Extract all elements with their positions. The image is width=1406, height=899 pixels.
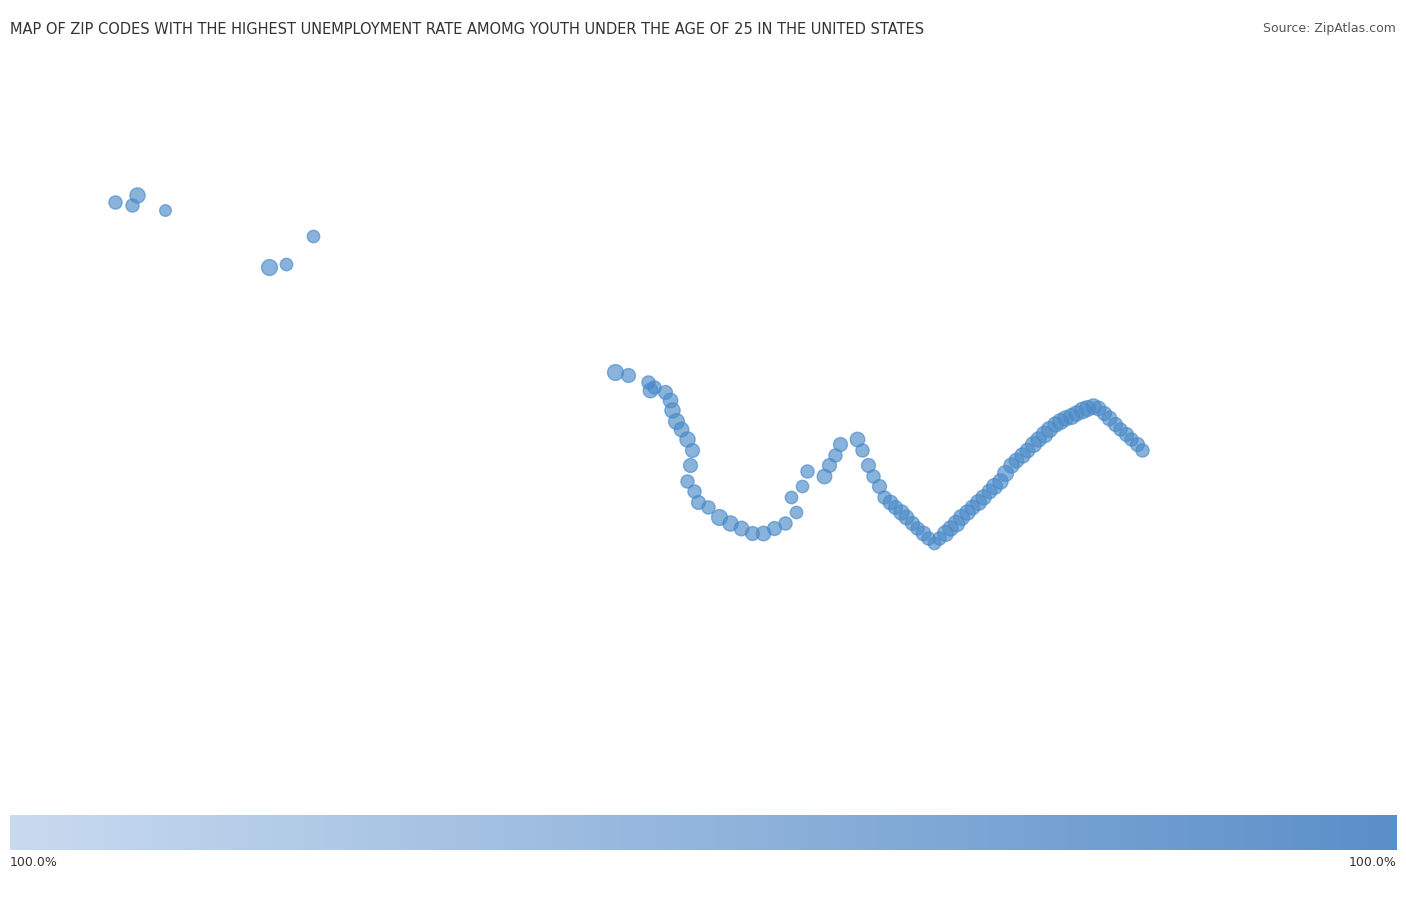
Point	[779, 489, 801, 503]
Point	[1000, 458, 1022, 473]
Point	[1049, 414, 1071, 428]
Point	[1115, 427, 1137, 441]
Point	[1081, 399, 1104, 414]
Point	[905, 521, 928, 535]
Point	[1130, 442, 1153, 457]
Point	[983, 479, 1005, 494]
Point	[127, 187, 149, 201]
Point	[856, 458, 879, 473]
Text: MAP OF ZIP CODES WITH THE HIGHEST UNEMPLOYMENT RATE AMOMG YOUTH UNDER THE AGE OF: MAP OF ZIP CODES WITH THE HIGHEST UNEMPL…	[10, 22, 924, 38]
Point	[1026, 432, 1049, 447]
Point	[1076, 401, 1098, 415]
Point	[785, 505, 807, 520]
Point	[890, 505, 912, 520]
Point	[928, 531, 950, 546]
Point	[851, 442, 873, 457]
Point	[796, 463, 818, 477]
Text: Source: ZipAtlas.com: Source: ZipAtlas.com	[1263, 22, 1396, 35]
Point	[1043, 416, 1066, 431]
Point	[257, 260, 280, 274]
Point	[664, 414, 686, 428]
Point	[730, 521, 752, 535]
Point	[654, 386, 676, 400]
Point	[679, 458, 702, 473]
Point	[669, 422, 692, 436]
Point	[994, 466, 1017, 480]
Point	[104, 195, 127, 209]
Point	[1071, 403, 1094, 417]
Point	[950, 511, 973, 525]
Point	[868, 479, 890, 494]
Point	[605, 364, 627, 378]
Point	[1066, 406, 1088, 421]
Point	[917, 531, 939, 546]
Point	[845, 432, 868, 447]
Text: 100.0%: 100.0%	[1348, 856, 1396, 868]
Point	[862, 468, 884, 483]
Point	[1038, 422, 1060, 436]
Point	[960, 500, 983, 514]
Point	[274, 257, 297, 271]
Point	[675, 432, 697, 447]
Point	[709, 511, 731, 525]
Point	[813, 468, 835, 483]
Point	[741, 526, 763, 540]
Point	[775, 515, 797, 530]
Point	[790, 479, 813, 494]
Point	[1015, 442, 1038, 457]
Point	[683, 485, 706, 499]
Point	[966, 494, 988, 509]
Point	[818, 458, 841, 473]
Point	[956, 505, 979, 520]
Point	[681, 442, 703, 457]
Point	[830, 437, 852, 451]
Point	[939, 521, 962, 535]
Point	[720, 515, 742, 530]
Point	[900, 515, 922, 530]
Point	[1087, 401, 1109, 415]
Point	[675, 474, 697, 488]
Point	[896, 511, 918, 525]
Point	[686, 494, 709, 509]
Point	[763, 521, 786, 535]
Point	[1011, 448, 1033, 462]
Point	[1032, 427, 1054, 441]
Text: 100.0%: 100.0%	[10, 856, 58, 868]
Point	[988, 474, 1011, 488]
Point	[873, 489, 896, 503]
Point	[1054, 411, 1077, 425]
Point	[934, 526, 956, 540]
Point	[1060, 409, 1083, 423]
Point	[977, 485, 1000, 499]
Point	[1109, 422, 1132, 436]
Point	[153, 203, 176, 218]
Point	[661, 403, 683, 417]
Point	[972, 489, 994, 503]
Point	[911, 526, 934, 540]
Point	[643, 380, 665, 395]
Point	[1005, 453, 1028, 467]
Point	[637, 375, 659, 389]
Point	[302, 229, 325, 244]
Point	[659, 393, 682, 407]
Point	[884, 500, 907, 514]
Point	[1092, 406, 1115, 421]
Point	[945, 515, 967, 530]
Point	[879, 494, 901, 509]
Point	[922, 536, 945, 550]
Point	[1098, 411, 1121, 425]
Point	[1126, 437, 1149, 451]
Point	[121, 198, 143, 212]
Point	[1104, 416, 1126, 431]
Point	[617, 368, 640, 382]
Point	[1021, 437, 1043, 451]
Point	[752, 526, 775, 540]
Point	[1121, 432, 1143, 447]
Point	[640, 383, 662, 397]
Point	[697, 500, 720, 514]
Point	[824, 448, 846, 462]
